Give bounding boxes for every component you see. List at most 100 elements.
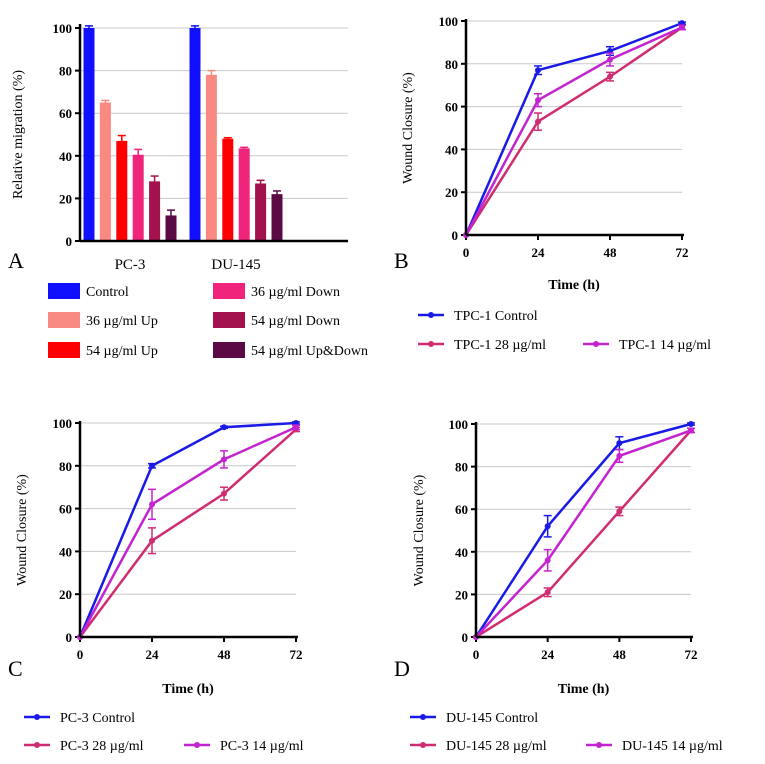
data-point-2-1 [535,97,541,104]
y-tick-label: 40 [445,142,458,157]
bar-pc-3-2 [116,140,128,241]
x-tick-label: 48 [604,245,618,260]
data-point-0-2 [616,440,623,447]
legend-label: 54 µg/ml Down [251,314,340,329]
data-point-0-2 [221,424,227,431]
y-tick-label: 20 [59,191,72,206]
legend-label: PC-3 Control [60,711,135,726]
x-tick-label: 72 [685,647,698,662]
legend-label: TPC-1 Control [454,309,538,324]
x-tick-label: 48 [613,647,627,662]
legend-marker [428,341,434,347]
data-point-0-1 [149,462,155,469]
data-point-0-1 [544,523,551,530]
legend: PC-3 Control PC-3 28 µg/ml PC-3 14 µg/ml [24,711,304,754]
data-point-2-3 [293,424,299,431]
legend-label: 36 µg/ml Down [251,285,340,300]
legend-label: PC-3 28 µg/ml [60,739,144,754]
legend-marker [596,742,602,748]
y-tick-label: 40 [59,544,72,559]
y-tick-label: 0 [66,234,73,249]
x-category-label: DU-145 [211,257,260,273]
y-tick-label: 100 [439,14,459,29]
legend-marker [34,742,40,748]
legend-label: 36 µg/ml Up [86,314,158,329]
panel-label: C [8,656,23,681]
series-line-1 [464,26,683,236]
y-tick-label: 80 [445,57,458,72]
legend-marker [194,742,200,748]
legend-label: 54 µg/ml Up [86,344,158,359]
bar-pc-3-0 [83,28,95,241]
bar-pc-3-1 [99,102,111,241]
y-axis-title: Wound Closure (%) [15,474,30,586]
legend: Control 36 µg/ml Up 54 µg/ml Up 36 µg/ml Do… [48,283,368,359]
x-tick-label: 24 [146,647,160,662]
data-point-2-1 [544,557,551,564]
series-line-2 [464,26,683,236]
data-point-2-1 [149,501,155,508]
series-line-1 [78,428,297,638]
data-point-2-2 [607,56,613,63]
y-tick-label: 0 [462,630,469,645]
data-point-1-2 [616,508,623,515]
data-point-2-2 [616,452,623,459]
legend-swatch [213,312,245,328]
panel-label: D [394,656,410,681]
legend-swatch [213,342,245,358]
data-point-0-1 [535,67,541,74]
series-line-0 [474,422,692,638]
data-point-2-2 [221,456,227,463]
x-tick-label: 0 [77,647,84,662]
series-line-0 [78,421,297,638]
x-tick-label: 24 [541,647,555,662]
y-tick-label: 60 [445,100,458,115]
legend-label: 54 µg/ml Up&Down [251,344,368,359]
legend-label: TPC-1 28 µg/ml [454,338,546,353]
legend-marker [420,714,426,720]
data-point-0-3 [688,421,694,427]
y-tick-label: 0 [452,228,459,243]
x-category-label: PC-3 [115,257,146,273]
y-axis-title: Relative migration (%) [11,70,26,199]
y-tick-label: 60 [59,502,72,517]
bar-du-145-3 [238,148,250,241]
bar-du-145-1 [205,74,217,241]
y-axis-title: Wound Closure (%) [412,474,427,586]
y-tick-label: 20 [59,587,72,602]
y-tick-label: 60 [59,106,72,121]
data-point-1-1 [535,118,541,125]
y-tick-label: 100 [449,417,469,432]
legend-marker [420,742,426,748]
data-point-1-1 [544,589,551,596]
y-tick-label: 100 [53,416,73,431]
legend-marker [593,341,599,347]
line-chart-panel-d: 0 20 40 60 80 100 Wound Closure (%) 0 24 48 72 Time… [394,417,723,754]
legend-label: Control [86,285,129,300]
legend-label: DU-145 14 µg/ml [622,739,723,754]
y-tick-label: 80 [59,64,72,79]
bar-pc-3-3 [132,154,144,241]
legend-label: DU-145 28 µg/ml [446,739,547,754]
line-chart-panel-b: 0 20 40 60 80 100 Wound Closure (%) 0 24 48 72 Time… [394,14,711,353]
y-axis-title: Wound Closure (%) [401,72,416,184]
bar-du-145-5 [271,194,283,241]
data-point-1-1 [149,537,155,544]
y-tick-label: 80 [59,459,72,474]
legend-marker [428,312,434,318]
x-tick-label: 24 [532,245,546,260]
data-point-1-2 [607,73,613,80]
bar-chart-panel-a: 0 20 40 60 80 100 Relative migration (%) PC-3 DU… [8,21,368,359]
legend-label: PC-3 14 µg/ml [220,739,304,754]
series-line-0 [464,21,683,236]
x-tick-label: 48 [218,647,232,662]
bar-pc-3-5 [165,215,177,241]
bar-du-145-0 [189,28,201,241]
legend-swatch [48,283,80,299]
x-tick-label: 72 [676,245,689,260]
panel-label: A [8,248,24,273]
legend-label: TPC-1 14 µg/ml [619,338,711,353]
panel-label: B [394,248,409,273]
legend: TPC-1 Control TPC-1 28 µg/ml TPC-1 14 µg/m… [418,309,711,353]
